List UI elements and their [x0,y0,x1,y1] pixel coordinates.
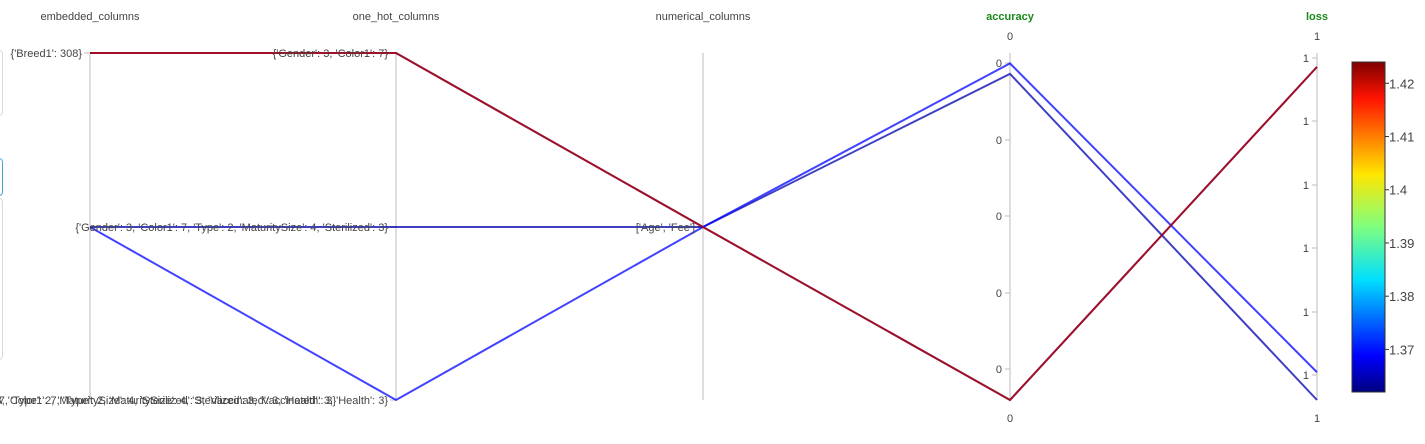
tick-label-onehot-2: {'Gender': 3, 'Color1': 7, 'Type': 2, 'M… [0,395,388,407]
tick-label-accuracy-1: 0 [996,135,1002,147]
colorbar-tick-label-0: 1.37 [1389,342,1414,357]
colorbar: 1.37 1.38 1.39 1.4 1.41 1.42 [1351,61,1414,393]
colorbar-tick-label-1: 1.38 [1389,289,1414,304]
range-label-loss-top: 1 [1314,31,1320,43]
tick-label-onehot-0: {'Gender': 3, 'Color1': 7} [273,48,389,60]
tick-label-onehot-1: {'Gender': 3, 'Color1': 7, 'Type': 2, 'M… [75,222,388,234]
tick-label-embedded-0: {'Breed1': 308} [11,48,83,60]
axis-title-loss: loss [1306,11,1328,23]
colorbar-tick-label-3: 1.4 [1389,183,1407,198]
tick-label-embedded-2: 8, 'Color3': 7, 'Type': 2, 'MaturitySize… [0,395,337,407]
colorbar-tick-label-2: 1.39 [1389,236,1414,251]
tick-label-accuracy-0: 0 [996,58,1002,70]
axis-title-embedded_columns: embedded_columns [40,11,140,23]
axis-title-one_hot_columns: one_hot_columns [353,11,440,23]
tick-label-loss-5: 1 [1303,370,1309,382]
tick-label-accuracy-4: 0 [996,364,1002,376]
tick-label-accuracy-2: 0 [996,211,1002,223]
tick-label-loss-1: 1 [1303,116,1309,128]
tick-label-loss-2: 1 [1303,180,1309,192]
range-label-accuracy-top: 0 [1007,31,1013,43]
colorbar-tick-label-5: 1.42 [1389,76,1414,91]
tick-label-numerical-0: ['Age', 'Fee'] [636,222,695,234]
axis-title-accuracy: accuracy [986,11,1035,23]
polylines-layer [89,52,1318,402]
range-label-accuracy-bottom: 0 [1007,413,1013,425]
tick-label-accuracy-3: 0 [996,288,1002,300]
labels-layer: embedded_columns one_hot_columns numerical… [0,11,1328,425]
axis-title-numerical_columns: numerical_columns [656,11,751,23]
polyline-3 [90,52,1318,402]
colorbar-tick-label-4: 1.41 [1389,130,1414,145]
tick-label-loss-4: 1 [1303,307,1309,319]
tick-label-loss-3: 1 [1303,243,1309,255]
tick-label-loss-0: 1 [1303,53,1309,65]
range-label-loss-bottom: 1 [1314,413,1320,425]
colorbar-gradient [1351,61,1386,393]
